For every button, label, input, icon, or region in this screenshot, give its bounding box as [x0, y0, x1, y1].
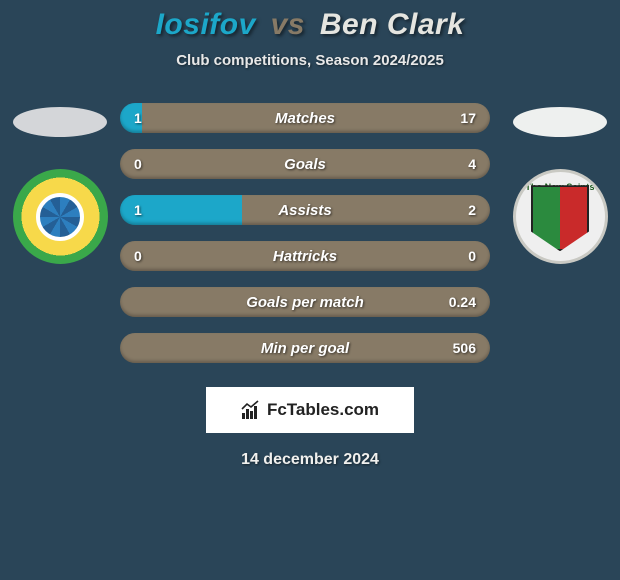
date-line: 14 december 2024 — [241, 451, 379, 469]
stat-label: Hattricks — [120, 248, 490, 265]
stat-label: Matches — [120, 110, 490, 127]
stat-bar: 0Hattricks0 — [120, 241, 490, 271]
brand-text: FcTables.com — [267, 400, 379, 420]
right-club-shield — [531, 185, 589, 251]
stat-value-right: 2 — [448, 202, 476, 218]
subtitle: Club competitions, Season 2024/2025 — [176, 52, 444, 69]
stat-bar: 0Goals4 — [120, 149, 490, 179]
stats-bars: 1Matches170Goals41Assists20Hattricks0Goa… — [120, 103, 500, 363]
vs-label: vs — [271, 8, 305, 41]
main-row: 1Matches170Goals41Assists20Hattricks0Goa… — [0, 103, 620, 363]
stat-bar: 1Matches17 — [120, 103, 490, 133]
stat-value-left: 0 — [134, 156, 162, 172]
stat-value-left: 0 — [134, 248, 162, 264]
stat-bar: Goals per match0.24 — [120, 287, 490, 317]
stat-label: Assists — [120, 202, 490, 219]
comparison-title: Iosifov vs Ben Clark — [156, 8, 465, 42]
stat-value-right: 0.24 — [448, 294, 476, 310]
stat-label: Min per goal — [120, 340, 490, 357]
left-side-column — [0, 103, 120, 264]
player1-name: Iosifov — [156, 8, 256, 41]
stat-bar: Min per goal506 — [120, 333, 490, 363]
fctables-icon — [241, 400, 261, 420]
stat-label: Goals per match — [120, 294, 490, 311]
player1-headshot-placeholder — [13, 107, 107, 137]
stat-value-right: 4 — [448, 156, 476, 172]
right-club-badge: The New Saints — [513, 169, 608, 264]
stat-value-right: 17 — [448, 110, 476, 126]
brand-box: FcTables.com — [206, 387, 414, 433]
player2-headshot-placeholder — [513, 107, 607, 137]
left-club-badge — [13, 169, 108, 264]
right-side-column: The New Saints — [500, 103, 620, 264]
stat-value-left: 1 — [134, 110, 162, 126]
stat-value-right: 0 — [448, 248, 476, 264]
stat-value-left: 1 — [134, 202, 162, 218]
stat-bar: 1Assists2 — [120, 195, 490, 225]
player2-name: Ben Clark — [320, 8, 465, 41]
stat-label: Goals — [120, 156, 490, 173]
stat-value-right: 506 — [448, 340, 476, 356]
